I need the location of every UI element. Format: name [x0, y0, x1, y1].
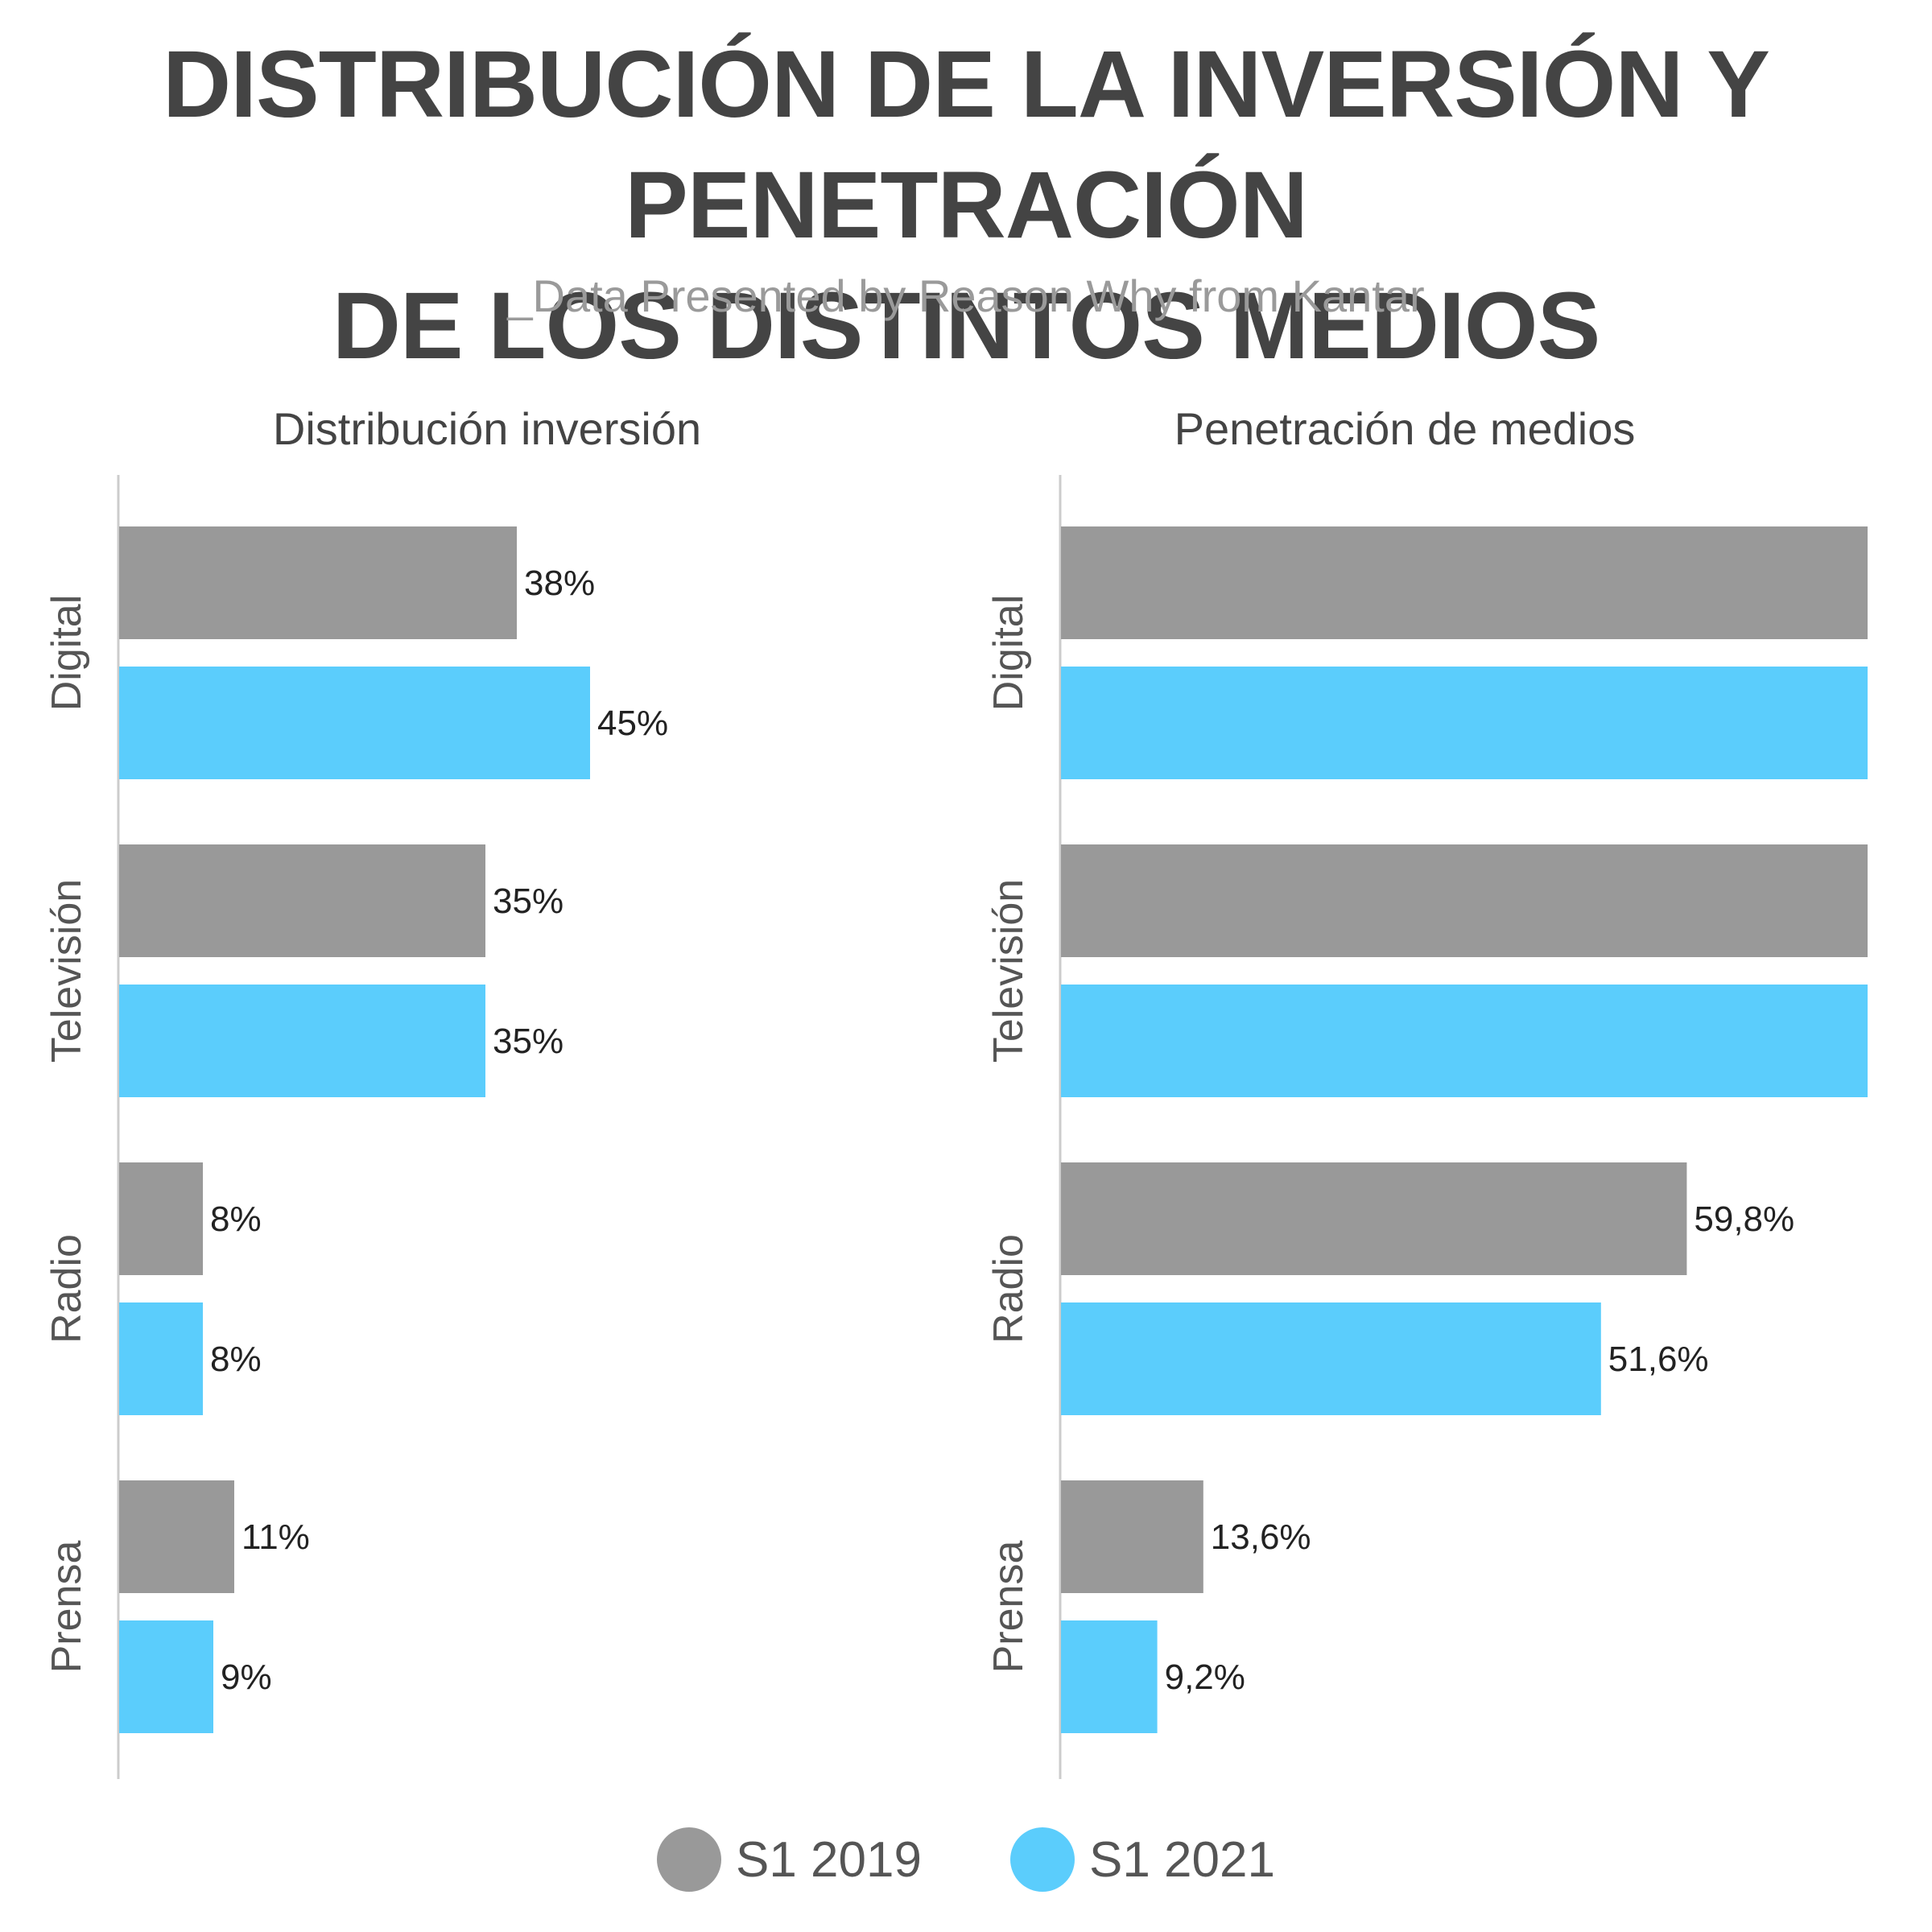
bar-prensa-s1-2019 — [119, 1480, 234, 1593]
data-label: 35% — [493, 1022, 564, 1061]
bar-chart-distribucion: Digital 38% 45% Televisión 35% 35% Radio 8% 8% Pr… — [43, 475, 668, 1779]
data-label: 8% — [210, 1199, 262, 1239]
data-label: 51,6% — [1608, 1340, 1709, 1379]
bar-radio-s1-2021 — [1061, 1302, 1601, 1415]
data-label: 35% — [493, 881, 564, 921]
legend-label: S1 2021 — [1089, 1831, 1275, 1888]
chart-title-line-2: DE LOS DISTINTOS MEDIOS — [332, 273, 1601, 379]
legend-item-s1-2021: S1 2021 — [1010, 1827, 1275, 1892]
category-label-prensa: Prensa — [985, 1541, 1032, 1674]
category-label-prensa: Prensa — [43, 1541, 90, 1674]
data-label: 59,8% — [1694, 1199, 1794, 1239]
category-label-televisión: Televisión — [985, 879, 1032, 1063]
bar-televisión-s1-2021 — [1061, 985, 1868, 1097]
bar-televisión-s1-2021 — [119, 985, 485, 1097]
data-label: 9,2% — [1165, 1657, 1245, 1697]
category-label-digital: Digital — [43, 595, 90, 712]
chart-title-line-1: DISTRIBUCIÓN DE LA INVERSIÓN Y PENETRACI… — [163, 31, 1770, 258]
legend-dot-icon — [1010, 1827, 1075, 1892]
data-label: 38% — [524, 564, 595, 603]
legend-dot-icon — [657, 1827, 721, 1892]
panel-title: Penetración de medios — [1174, 403, 1636, 454]
bar-televisión-s1-2019 — [1061, 844, 1868, 957]
chart-title: DISTRIBUCIÓN DE LA INVERSIÓN Y PENETRACI… — [0, 24, 1932, 386]
bar-digital-s1-2019 — [1061, 526, 1868, 639]
panel-title: Distribución inversión — [272, 403, 702, 454]
bar-radio-s1-2021 — [119, 1302, 203, 1415]
bar-radio-s1-2019 — [1061, 1162, 1687, 1275]
data-label: 8% — [210, 1340, 262, 1379]
legend-label: S1 2019 — [736, 1831, 922, 1888]
bar-televisión-s1-2019 — [119, 844, 485, 957]
category-label-digital: Digital — [985, 595, 1032, 712]
legend: S1 2019 S1 2021 — [0, 1827, 1932, 1892]
panel-penetracion-medios: Penetración de medios Digital87%91,8%Tel… — [942, 402, 1868, 1787]
bar-digital-s1-2021 — [119, 667, 590, 779]
panel-distribucion-inversion: Distribución inversión Digital 38% 45% Tele… — [0, 402, 926, 1787]
bar-prensa-s1-2021 — [119, 1620, 213, 1733]
chart-subtitle: _Data Presented by Reason Why from Kanta… — [507, 270, 1425, 321]
bar-chart-penetracion: Digital87%91,8%Televisión95,6%96,2%Radio… — [985, 475, 1868, 1779]
category-label-radio: Radio — [43, 1234, 90, 1344]
bar-prensa-s1-2021 — [1061, 1620, 1158, 1733]
bar-prensa-s1-2019 — [1061, 1480, 1203, 1593]
bar-digital-s1-2021 — [1061, 667, 1868, 779]
data-label: 11% — [242, 1517, 310, 1557]
data-label: 13,6% — [1211, 1517, 1311, 1557]
bar-digital-s1-2019 — [119, 526, 517, 639]
category-label-radio: Radio — [985, 1234, 1032, 1344]
category-label-televisión: Televisión — [43, 879, 90, 1063]
bar-radio-s1-2019 — [119, 1162, 203, 1275]
data-label: 9% — [221, 1657, 272, 1697]
data-label: 45% — [597, 704, 668, 743]
legend-item-s1-2019: S1 2019 — [657, 1827, 922, 1892]
